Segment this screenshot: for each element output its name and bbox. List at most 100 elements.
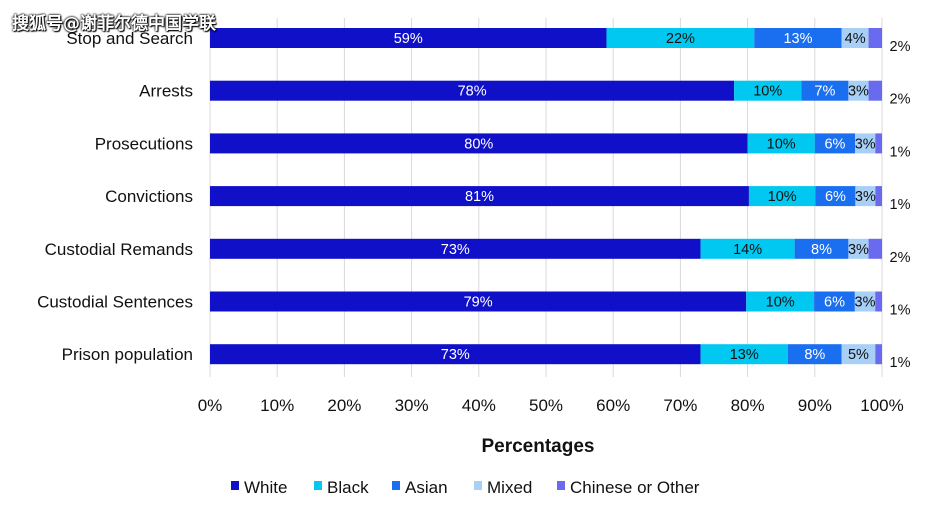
data-label: 14% — [733, 242, 762, 258]
x-axis-title: Percentages — [481, 436, 594, 457]
category-label: Prison population — [62, 345, 193, 364]
legend-swatch — [392, 481, 400, 490]
x-tick-labels: 0% 10% 20% 30% 40% 50% 60% 70% 80% 90% 100% — [198, 396, 904, 415]
data-label: 3% — [855, 295, 876, 311]
bar-segment — [855, 133, 876, 154]
data-label: 13% — [730, 347, 759, 363]
data-label: 3% — [855, 136, 876, 152]
bar-segment — [848, 238, 869, 259]
bar-segment — [848, 80, 869, 101]
data-label: 4% — [845, 31, 866, 47]
data-label: 8% — [804, 347, 825, 363]
x-tick-label: 60% — [596, 396, 630, 415]
data-label: 59% — [394, 31, 423, 47]
data-label: 79% — [464, 295, 493, 311]
x-tick-label: 20% — [327, 396, 361, 415]
data-label: 1% — [890, 197, 911, 213]
legend-label: Black — [327, 478, 369, 497]
data-label: 2% — [890, 250, 911, 266]
bar-segment — [700, 344, 788, 365]
legend-label: White — [244, 478, 287, 497]
data-label: 22% — [666, 31, 695, 47]
legend: White Black Asian Mixed Chinese or Other — [231, 478, 700, 497]
data-label: 1% — [890, 355, 911, 371]
x-tick-label: 30% — [395, 396, 429, 415]
x-tick-label: 100% — [860, 396, 903, 415]
bar-segment — [868, 28, 882, 48]
category-label: Arrests — [139, 82, 193, 101]
bar-segment — [841, 28, 869, 48]
bar-segment — [855, 186, 876, 207]
bar-segment — [210, 80, 735, 101]
x-tick-label: 80% — [731, 396, 765, 415]
data-label: 10% — [768, 189, 797, 205]
category-label: Convictions — [105, 187, 193, 206]
bar-segment — [868, 238, 882, 259]
data-label: 10% — [766, 295, 795, 311]
legend-label: Chinese or Other — [570, 478, 700, 497]
data-label: 10% — [767, 136, 796, 152]
data-label: 6% — [824, 295, 845, 311]
legend-label: Asian — [405, 478, 448, 497]
bar-segment — [210, 28, 607, 48]
bar-segment — [868, 80, 882, 101]
category-label: Custodial Remands — [45, 240, 193, 259]
legend-swatch — [557, 481, 565, 490]
category-label: Stop and Search — [66, 29, 193, 48]
bar-segment — [814, 133, 856, 154]
x-tick-label: 90% — [798, 396, 832, 415]
data-label: 1% — [890, 303, 911, 319]
data-label: 1% — [890, 144, 911, 160]
category-labels: Stop and Search Arrests Prosecutions Convic… — [37, 29, 193, 364]
x-tick-label: 70% — [663, 396, 697, 415]
data-label: 6% — [825, 189, 846, 205]
data-label: 73% — [441, 242, 470, 258]
data-label: 3% — [848, 242, 869, 258]
data-label: 78% — [458, 84, 487, 100]
bar-segment — [875, 186, 882, 207]
bars: 59% 22% 13% 4% 2% 78% 10% 7% 3% 2% 80% 10% 6% 3% 1% 81%… — [210, 28, 911, 371]
bar-segment — [700, 238, 795, 259]
bar-segment — [748, 186, 816, 207]
legend-label: Mixed — [487, 478, 532, 497]
category-label: Prosecutions — [95, 134, 193, 153]
data-label: 5% — [848, 347, 869, 363]
data-label: 3% — [848, 84, 869, 100]
bar-segment — [210, 186, 749, 207]
data-label: 81% — [465, 189, 494, 205]
bar-segment — [210, 291, 747, 312]
bar-segment — [875, 291, 882, 312]
data-label: 3% — [855, 189, 876, 205]
bar-segment — [210, 133, 748, 154]
data-label: 8% — [811, 242, 832, 258]
bar-segment — [210, 238, 701, 259]
bar-segment — [854, 291, 876, 312]
category-label: Custodial Sentences — [37, 293, 193, 312]
bar-segment — [606, 28, 755, 48]
legend-swatch — [231, 481, 239, 490]
data-label: 6% — [824, 136, 845, 152]
bar-segment — [815, 186, 856, 207]
bar-segment — [754, 28, 842, 48]
data-label: 73% — [441, 347, 470, 363]
watermark-text: 搜狐号@谢菲尔德中国学联 — [12, 14, 216, 34]
bar-segment — [210, 344, 701, 365]
x-tick-label: 0% — [198, 396, 223, 415]
legend-swatch — [474, 481, 482, 490]
bar-segment — [734, 80, 802, 101]
data-label: 13% — [783, 31, 812, 47]
bar-segment — [875, 344, 882, 365]
legend-swatch — [314, 481, 322, 490]
bar-segment — [814, 291, 855, 312]
x-tick-label: 50% — [529, 396, 563, 415]
data-label: 10% — [753, 84, 782, 100]
data-label: 7% — [814, 84, 835, 100]
bar-segment — [746, 291, 815, 312]
bar-segment — [841, 344, 876, 365]
bar-segment — [787, 344, 842, 365]
data-label: 80% — [464, 136, 493, 152]
bar-segment — [875, 133, 882, 154]
x-tick-label: 10% — [260, 396, 294, 415]
x-tick-label: 40% — [462, 396, 496, 415]
